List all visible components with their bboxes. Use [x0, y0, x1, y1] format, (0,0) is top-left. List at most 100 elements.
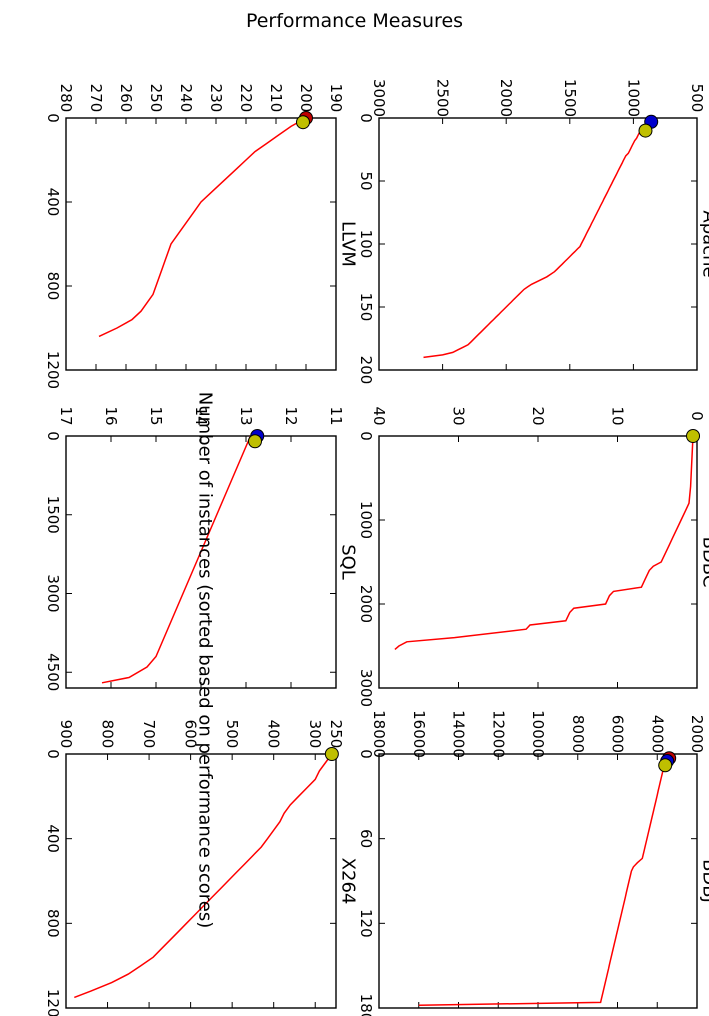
x-tick-label: 0	[44, 113, 62, 123]
subplot-bdbc: 0 1000 2000 3000 0 10 20 30 40 BDBC	[357, 406, 709, 707]
y-tick-label: 8000	[569, 715, 587, 753]
subplot-title: Apache	[699, 210, 709, 277]
y-tick-label: 240	[177, 84, 195, 113]
x-tick-label: 1200	[44, 351, 62, 389]
y-tick-label: 11	[327, 406, 345, 425]
y-tick-label: 12	[282, 406, 300, 425]
y-tick-label: 250	[327, 720, 345, 749]
y-tick-label: 10000	[529, 710, 547, 758]
x-tick-label: 2000	[357, 585, 375, 623]
x-tick-label: 180	[357, 994, 375, 1016]
plot-frame	[378, 435, 698, 689]
plot-frame	[65, 117, 337, 371]
y-tick-label: 4000	[648, 715, 666, 753]
y-tick-label: 260	[117, 84, 135, 113]
series-line	[98, 117, 307, 338]
y-tick-label: 16	[102, 406, 120, 425]
y-tick-label: 16000	[410, 710, 428, 758]
y-tick-label: 1500	[561, 79, 579, 117]
series-line	[101, 435, 252, 684]
series-line	[394, 435, 694, 650]
y-tick-label: 300	[306, 720, 324, 749]
y-tick-label: 17	[57, 406, 75, 425]
x-tick-label: 0	[44, 431, 62, 441]
x-tick-label: 150	[357, 293, 375, 322]
y-tick-label: 280	[57, 84, 75, 113]
marker-yellow	[638, 123, 653, 138]
y-tick-label: 700	[140, 720, 158, 749]
y-tick-label: 600	[182, 720, 200, 749]
y-tick-label: 12000	[489, 710, 507, 758]
y-tick-label: 2000	[688, 715, 706, 753]
x-tick-label: 3000	[357, 669, 375, 707]
marker-yellow	[658, 758, 673, 773]
x-tick-label: 1200	[44, 989, 62, 1016]
plot-frame	[378, 753, 698, 1009]
subplot-apache: 0 50 100 150 200 500 1000 1500 2000 2500 3000 Apach…	[357, 79, 709, 384]
y-tick-label: 15	[147, 406, 165, 425]
subplot-title: X264	[338, 858, 359, 905]
y-tick-label: 2500	[434, 79, 452, 117]
x-tick-label: 1000	[357, 501, 375, 539]
y-tick-label: 500	[223, 720, 241, 749]
y-tick-label: 270	[87, 84, 105, 113]
series-line	[74, 753, 333, 999]
x-tick-label: 60	[357, 829, 375, 848]
y-tick-label: 220	[237, 84, 255, 113]
x-tick-label: 0	[357, 749, 375, 759]
y-tick-label: 250	[147, 84, 165, 113]
x-tick-label: 50	[357, 171, 375, 190]
y-tick-label: 30	[450, 406, 468, 425]
x-tick-label: 0	[357, 113, 375, 123]
y-tick-label: 900	[57, 720, 75, 749]
plot-frame	[378, 117, 698, 371]
series-line	[418, 760, 666, 1006]
marker-yellow	[248, 434, 262, 449]
y-tick-label: 210	[267, 84, 285, 113]
y-tick-label: 1000	[624, 79, 642, 117]
y-tick-label: 20	[529, 406, 547, 425]
y-tick-label: 6000	[609, 715, 627, 753]
x-tick-label: 0	[44, 749, 62, 759]
y-tick-label: 800	[99, 720, 117, 749]
subplot-bdbj: 0 60 120 180 2000 4000 6000 8000 10000 12000 14000…	[357, 710, 709, 1016]
marker-yellow	[296, 115, 310, 130]
x-tick-label: 1500	[44, 496, 62, 534]
common-x-axis-label: Number of instances (sorted based on per…	[194, 391, 216, 929]
marker-yellow	[686, 429, 701, 443]
x-tick-label: 200	[357, 356, 375, 385]
x-tick-label: 100	[357, 230, 375, 259]
x-tick-label: 800	[44, 909, 62, 938]
x-tick-label: 0	[357, 431, 375, 441]
y-tick-label: 14000	[450, 710, 468, 758]
subplot-title: SQL	[338, 544, 359, 580]
subplot-title: BDBC	[699, 537, 709, 588]
x-tick-label: 800	[44, 272, 62, 301]
marker-yellow	[324, 747, 339, 761]
subplot-title: LLVM	[338, 221, 359, 267]
plot-frame	[65, 753, 337, 1009]
y-tick-label: 13	[237, 406, 255, 425]
y-tick-label: 190	[327, 84, 345, 113]
x-tick-label: 4500	[44, 653, 62, 691]
y-tick-label: 3000	[370, 79, 388, 117]
y-tick-label: 10	[609, 406, 627, 425]
y-tick-label: 2000	[497, 79, 515, 117]
x-tick-label: 3000	[44, 574, 62, 612]
y-tick-label: 0	[688, 411, 706, 421]
figure-title: Performance Measures	[245, 10, 464, 32]
subplot-title: BDBJ	[699, 859, 709, 903]
y-tick-label: 18000	[370, 710, 388, 758]
subplot-llvm: 0 400 800 1200 190 200 210 220 230 240 250 260 270 28…	[44, 84, 359, 389]
x-tick-label: 120	[357, 909, 375, 938]
x-tick-label: 400	[44, 824, 62, 853]
y-tick-label: 40	[370, 406, 388, 425]
y-tick-label: 400	[265, 720, 283, 749]
y-tick-label: 230	[207, 84, 225, 113]
series-line	[423, 127, 645, 359]
y-tick-label: 200	[297, 84, 315, 113]
x-tick-label: 400	[44, 188, 62, 217]
y-tick-label: 14	[192, 406, 210, 425]
